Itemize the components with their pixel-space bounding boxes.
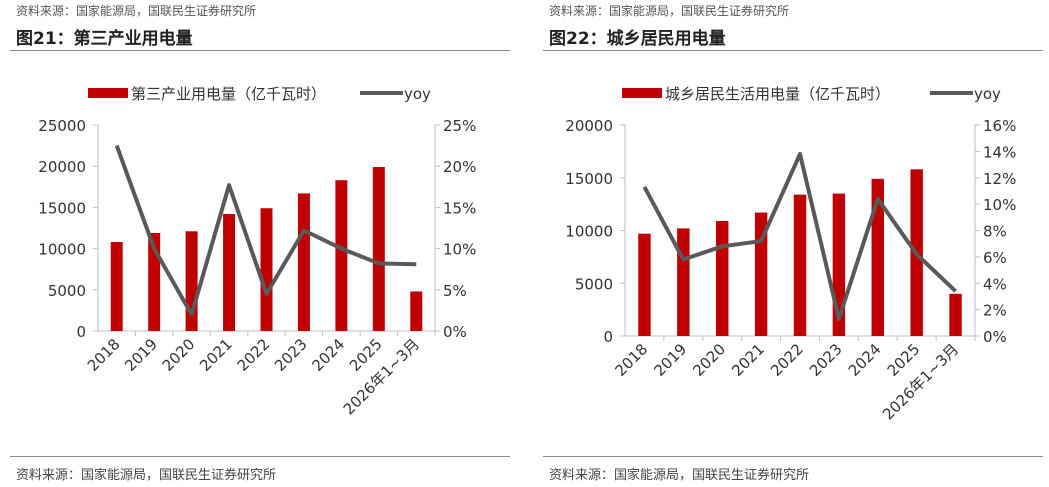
source-note-top: 资料来源：国家能源局，国联民生证券研究所	[549, 4, 790, 18]
bar	[871, 178, 884, 336]
title-divider	[543, 50, 1043, 51]
x-tick-label: 2023	[271, 335, 311, 375]
legend-line-label: yoy	[404, 85, 431, 103]
right-tick-label: 10%	[443, 241, 476, 259]
source-note-top: 资料来源：国家能源局，国联民生证券研究所	[16, 4, 257, 18]
x-tick-label: 2019	[121, 335, 161, 375]
figure-title: 图21：第三产业用电量	[16, 29, 193, 49]
left-tick-label: 5000	[575, 275, 613, 293]
bar	[148, 232, 161, 331]
legend-line-label: yoy	[974, 85, 1001, 103]
bar	[372, 167, 385, 331]
x-tick-label: 2018	[84, 335, 124, 375]
figure-panel-21: 资料来源：国家能源局，国联民生证券研究所 图21：第三产业用电量 0 5000 10…	[10, 0, 510, 487]
right-tick-label: 25%	[443, 117, 476, 135]
bar	[223, 213, 236, 331]
right-tick-label: 2%	[983, 302, 1007, 320]
left-tick-label: 10000	[565, 223, 613, 241]
yoy-line	[642, 152, 957, 321]
x-tick-label: 2022	[767, 340, 807, 380]
bar	[335, 180, 348, 331]
figure-panel-22: 资料来源：国家能源局，国联民生证券研究所 图22：城乡居民用电量 0 5000 10…	[543, 0, 1043, 487]
right-tick-label: 14%	[983, 143, 1016, 161]
source-note-bottom: 资料来源：国家能源局，国联民生证券研究所	[16, 468, 277, 483]
x-tick-label: 2024	[308, 335, 348, 375]
right-tick-label: 15%	[443, 199, 476, 217]
bar	[185, 231, 198, 331]
right-tick-label: 0%	[983, 328, 1007, 346]
x-tick-label: 2024	[845, 340, 885, 380]
legend-bar-swatch	[88, 88, 128, 98]
bar	[110, 242, 123, 331]
x-tick-label: 2018	[612, 340, 652, 380]
right-tick-label: 16%	[983, 117, 1016, 135]
right-tick-label: 12%	[983, 170, 1016, 188]
bar	[677, 228, 690, 336]
x-tick-label: 2020	[159, 335, 199, 375]
left-tick-label: 20000	[565, 117, 613, 135]
right-tick-label: 5%	[443, 282, 467, 300]
bar	[793, 194, 807, 336]
left-tick-label: 0	[76, 323, 86, 341]
left-tick-label: 20000	[38, 158, 86, 176]
yoy-line	[114, 144, 417, 317]
legend-bar-label: 城乡居民生活用电量（亿千瓦时）	[665, 85, 890, 103]
source-note-bottom: 资料来源：国家能源局，国联民生证券研究所	[549, 468, 810, 483]
bar	[949, 293, 962, 336]
left-tick-label: 0	[603, 328, 613, 346]
bar	[638, 233, 651, 336]
bar	[716, 221, 729, 336]
chart-tertiary-industry-power: 0 5000 10000 15000 20000 25000 0% 5% 10% 15% 20% 25…	[38, 85, 476, 418]
x-tick-label: 2021	[196, 335, 236, 375]
footer-divider	[543, 456, 1043, 457]
x-tick-label: 2023	[806, 340, 846, 380]
footer-divider	[10, 456, 510, 457]
left-tick-label: 10000	[38, 241, 86, 259]
x-tick-label: 2021	[728, 340, 768, 380]
x-tick-label: 2020	[689, 340, 729, 380]
legend-bar-label: 第三产业用电量（亿千瓦时）	[131, 85, 326, 103]
legend-bar-swatch	[622, 88, 662, 98]
right-tick-label: 8%	[983, 223, 1007, 241]
title-divider	[10, 50, 510, 51]
right-tick-label: 4%	[983, 275, 1007, 293]
left-tick-label: 25000	[38, 117, 86, 135]
bar	[410, 291, 423, 331]
chart-residential-power: 0 5000 10000 15000 20000 0% 2% 4% 6% 8% 10% 12% 14% 1…	[565, 85, 1016, 423]
left-tick-label: 15000	[565, 170, 613, 188]
x-tick-label: 2019	[650, 340, 690, 380]
bar	[260, 208, 273, 331]
right-tick-label: 0%	[443, 323, 467, 341]
right-tick-label: 10%	[983, 196, 1016, 214]
x-tick-label: 2022	[234, 335, 274, 375]
right-tick-label: 20%	[443, 158, 476, 176]
figure-title: 图22：城乡居民用电量	[549, 29, 726, 49]
right-tick-label: 6%	[983, 249, 1007, 267]
left-tick-label: 5000	[48, 282, 86, 300]
left-tick-label: 15000	[38, 199, 86, 217]
bar	[297, 193, 310, 331]
